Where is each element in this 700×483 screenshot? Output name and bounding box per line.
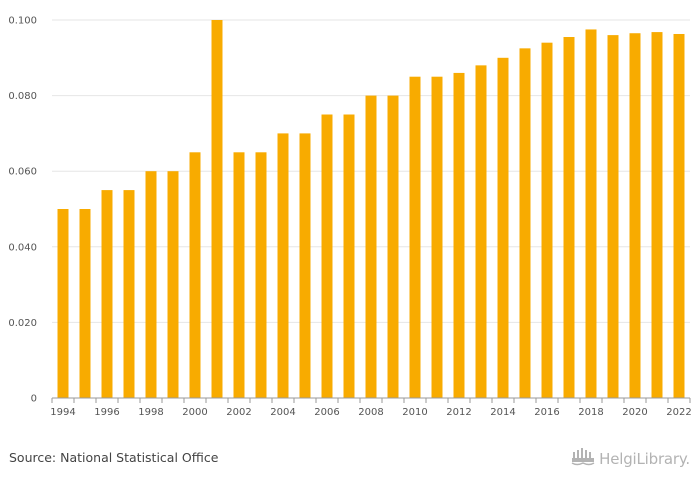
- bar-1997[interactable]: [123, 190, 135, 398]
- bar-2018[interactable]: [585, 29, 597, 398]
- x-tick-label: 2004: [270, 407, 295, 418]
- bar-1995[interactable]: [79, 209, 91, 398]
- bar-2001[interactable]: [211, 20, 223, 398]
- bar-2009[interactable]: [387, 95, 399, 398]
- bar-2015[interactable]: [519, 48, 531, 398]
- y-tick-label: 0.040: [8, 242, 37, 253]
- y-tick-label: 0.100: [8, 16, 37, 27]
- x-tick-label: 1994: [50, 407, 75, 418]
- x-axis-ticks: 1994 1996 1998 2000 2002 2004 2006 2008 2010 2012…: [50, 398, 692, 418]
- bar-2005[interactable]: [299, 133, 311, 398]
- bar-2007[interactable]: [343, 114, 355, 399]
- bar-chart: 0 0.020 0.040 0.060 0.080 0.100 1994 1996 1998 2…: [8, 16, 692, 419]
- source-note: Source: National Statistical Office: [9, 450, 219, 465]
- bar-2017[interactable]: [563, 37, 575, 398]
- y-tick-label: 0: [31, 394, 37, 405]
- y-tick-label: 0.080: [8, 91, 37, 102]
- bar-2000[interactable]: [189, 152, 201, 398]
- bar-2004[interactable]: [277, 133, 289, 398]
- logo-text: HelgiLibrary.: [599, 449, 690, 468]
- bar-2012[interactable]: [453, 72, 465, 399]
- bar-2016[interactable]: [541, 42, 553, 399]
- bar-2010[interactable]: [409, 76, 421, 398]
- x-tick-label: 2018: [578, 407, 603, 418]
- x-tick-label: 2006: [314, 407, 339, 418]
- bar-1999[interactable]: [167, 171, 179, 398]
- footer: Source: National Statistical Office Helg…: [0, 440, 700, 483]
- x-tick-label: 2022: [666, 407, 691, 418]
- bar-2008[interactable]: [365, 95, 377, 398]
- helgi-library-logo-icon: [571, 446, 595, 471]
- bar-2019[interactable]: [607, 35, 619, 399]
- bar-2011[interactable]: [431, 76, 443, 398]
- helgi-library-logo[interactable]: HelgiLibrary.: [571, 446, 690, 471]
- x-tick-label: 2020: [622, 407, 647, 418]
- x-tick-label: 2016: [534, 407, 559, 418]
- bar-1994[interactable]: [57, 209, 69, 398]
- bar-1998[interactable]: [145, 171, 157, 398]
- bar-2014[interactable]: [497, 57, 509, 399]
- bar-2020[interactable]: [629, 33, 641, 398]
- x-tick-label: 1996: [94, 407, 119, 418]
- y-axis-ticks: 0 0.020 0.040 0.060 0.080 0.100: [8, 16, 37, 405]
- x-tick-label: 2000: [182, 407, 207, 418]
- bar-1996[interactable]: [101, 190, 113, 398]
- x-tick-label: 2010: [402, 407, 427, 418]
- bar-2022[interactable]: [673, 33, 685, 399]
- y-tick-label: 0.060: [8, 167, 37, 178]
- x-tick-label: 2002: [226, 407, 251, 418]
- bar-2002[interactable]: [233, 152, 245, 398]
- x-tick-label: 2012: [446, 407, 471, 418]
- bar-2006[interactable]: [321, 114, 333, 399]
- x-tick-label: 1998: [138, 407, 163, 418]
- bar-2013[interactable]: [475, 65, 487, 399]
- x-tick-label: 2014: [490, 407, 515, 418]
- y-tick-label: 0.020: [8, 318, 37, 329]
- x-tick-label: 2008: [358, 407, 383, 418]
- bar-2021[interactable]: [651, 32, 663, 398]
- bars: [57, 20, 685, 399]
- bar-2003[interactable]: [255, 152, 267, 398]
